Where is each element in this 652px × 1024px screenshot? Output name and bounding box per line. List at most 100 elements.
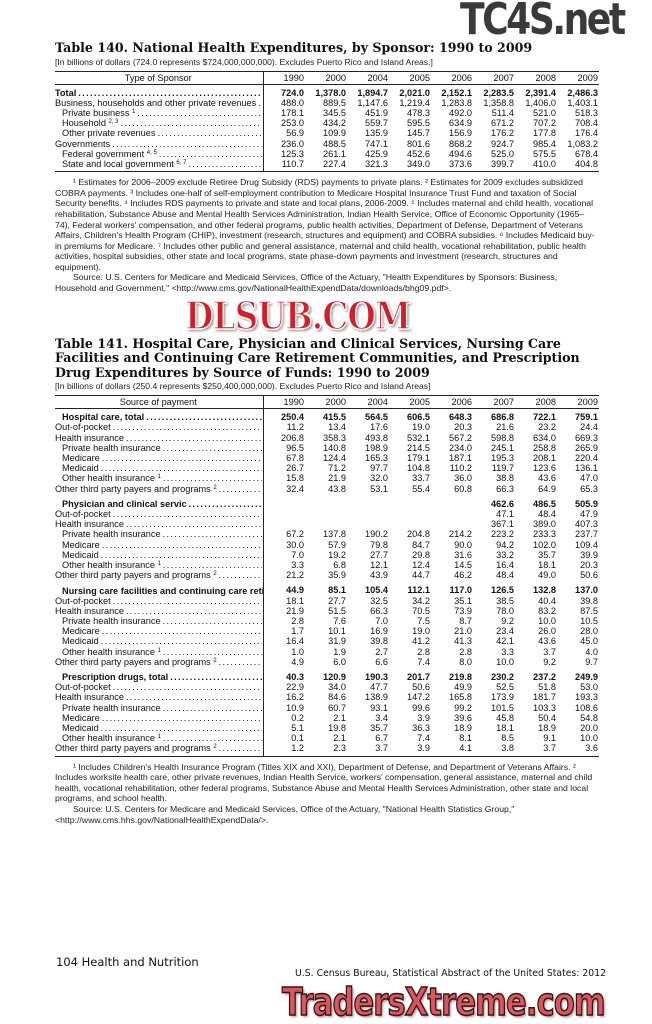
cell-value: 53.1 [370,483,388,494]
cell-value: 26.0 [538,626,556,637]
cell-value: 493.8 [365,432,388,443]
dot-leader [78,88,261,98]
dot-leader [113,422,262,432]
table-row: Other third party payers and programs 22… [55,570,599,581]
cell-value: 13.4 [328,422,346,433]
row-label: Other private revenues [55,128,264,139]
cell-value: 16.9 [370,626,388,637]
cell-value: 11.2 [286,422,304,433]
dot-leader [102,626,262,636]
cell-value: 137.0 [575,585,598,596]
row-label-text: Hospital care, total [62,412,145,423]
cell-value: 55.4 [412,483,430,494]
cell-value: 38.5 [496,595,514,606]
cell-value: 478.3 [407,107,430,118]
cell-value [263,494,305,509]
cell-value: 190.2 [365,529,388,540]
cell-value: 9.2 [501,616,514,627]
cell-value: 1.0 [291,646,304,657]
table-row: Health insurance 16.2 84.6 138.9 147.2 165.8 1… [55,692,599,703]
table-row: Governments 236.0 488.5 747.1 801.6 868.2 924.… [55,138,599,149]
cell-value: 135.9 [365,128,388,139]
column-header-label: Source of payment [55,395,264,410]
cell-value: 50.6 [580,570,598,581]
row-label: Health insurance [55,605,264,617]
cell-value: 136.1 [575,463,598,474]
column-header-year: 2005 [389,395,431,410]
dot-leader [101,463,262,473]
table-row: Other health insurance 1 15.8 21.9 32.0 33.7… [55,473,599,484]
cell-value: 105.4 [365,585,388,596]
cell-value: 321.3 [347,158,389,173]
cell-value: 34.2 [412,595,430,606]
cell-value: 1,219.4 [399,97,430,108]
cell-value: 407.3 [575,519,598,530]
cell-value: 104.8 [407,463,430,474]
cell-value: 156.9 [449,128,472,139]
cell-value: 15.8 [286,473,304,484]
dot-leader [163,647,262,657]
cell-value: 99.2 [454,702,472,713]
cell-value: 237.2 [533,672,556,683]
cell-value: 889.5 [323,97,346,108]
row-label: Other third party payers and programs 2 [55,743,264,757]
cell-value: 145.7 [407,128,430,139]
cell-value: 488.0 [281,97,304,108]
cell-value: 173.9 [491,692,514,703]
row-label-text: Other health insurance [62,646,155,657]
cell-value: 6.8 [333,560,346,570]
dot-leader [146,412,261,422]
column-header-year: 2007 [473,70,515,85]
cell-value: 17.6 [370,422,388,433]
row-label: Other third party payers and programs 2 [55,570,264,581]
row-label-text: Physician and clinical servic [62,498,187,509]
row-label-text: Health insurance [55,519,124,530]
cell-value: 27.7 [370,549,388,560]
cell-value: 36.3 [412,723,430,734]
dot-leader [219,570,262,580]
cell-value: 108.6 [575,702,598,713]
table-141-notes: ¹ Includes Children's Health Insurance P… [55,762,595,826]
row-label-text: Other third party payers and programs [55,483,211,494]
cell-value: 1,894.7 [357,87,388,98]
row-label-text: Medicare [62,452,100,463]
table-row: Household 2, 3 253.0 434.2 559.7 595.5 634.9 6… [55,118,599,129]
cell-value [347,519,389,529]
cell-value: 84.6 [328,692,346,703]
cell-value: 147.2 [407,692,430,703]
cell-value: 201.7 [407,672,430,683]
cell-value: 20.0 [580,723,598,734]
cell-value: 488.5 [323,138,346,149]
cell-value: 32.5 [370,595,388,606]
cell-value: 2.8 [291,616,304,627]
row-label: Medicare [55,626,264,637]
dot-leader [219,743,262,753]
cell-value: 32.4 [286,483,304,494]
page-content: Table 140. National Health Expenditures,… [55,40,599,826]
table-row: Out-of-pocket 11.2 13.4 17.6 19.0 20.3 21.6 23.… [55,422,599,433]
cell-value: 7.4 [417,733,430,744]
table-140-subtitle: [In billions of dollars (724.0 represent… [55,56,433,67]
cell-value [431,509,473,519]
row-label-text: State and local government [62,158,174,169]
cell-value: 399.7 [473,158,515,173]
table-row: Private business 1 178.1 345.5 451.9 478.3 49… [55,107,599,119]
table-row: Other private revenues 56.9 109.9 135.9 145.… [55,128,599,139]
dot-leader [101,636,262,646]
cell-value: 39.8 [580,595,598,606]
cell-value: 19.0 [412,626,430,637]
cell-value: 227.4 [305,158,347,173]
cell-value: 7.5 [417,616,430,627]
cell-value: 18.9 [454,723,472,734]
dot-leader [101,550,262,560]
header-row: Type of Sponsor 1990 2000 2004 2005 2006 2007 2… [55,70,599,85]
cell-value: 532.1 [407,432,430,443]
table-140-title: Table 140. National Health Expenditures,… [55,40,533,55]
cell-value: 1.9 [333,646,346,657]
row-label-text: Business, households and other private r… [55,97,257,108]
dot-leader [101,723,262,733]
cell-value: 27.7 [328,595,346,606]
cell-value: 123.6 [533,463,556,474]
cell-value: 193.3 [575,692,598,703]
cell-value: 47.0 [580,473,598,484]
